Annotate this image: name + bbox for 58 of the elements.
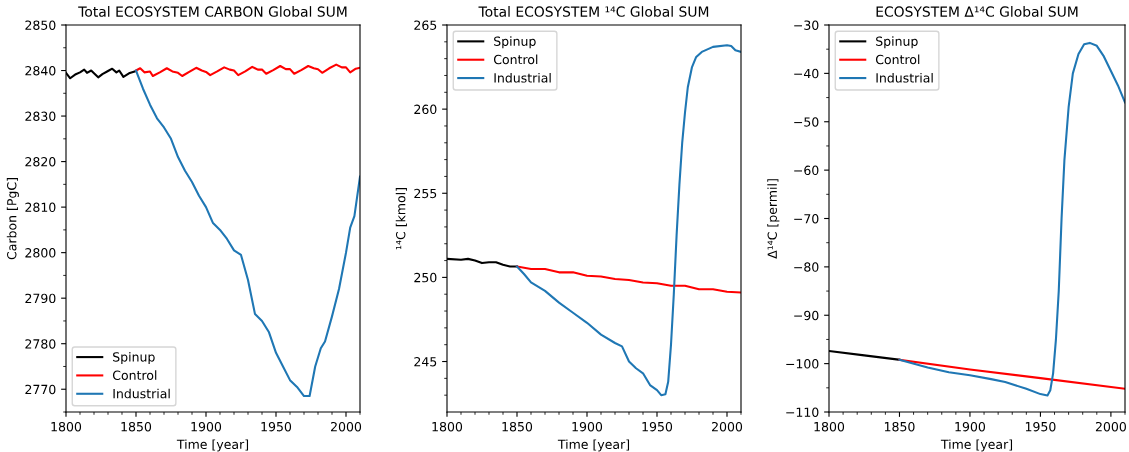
x-tick-label: 2000 — [331, 421, 362, 432]
x-tick-label: 1850 — [121, 421, 152, 432]
chart-title: Total ECOSYSTEM CARBON Global SUM — [78, 6, 347, 17]
y-tick-label: −40 — [794, 68, 819, 79]
x-axis-title: Time [year] — [176, 439, 249, 452]
x-tick-label: 1900 — [955, 421, 986, 432]
y-tick-label: 2770 — [25, 384, 56, 395]
x-axis-title: Time [year] — [557, 439, 630, 452]
legend-label: Industrial — [113, 388, 170, 399]
x-tick-label: 1900 — [191, 421, 222, 432]
x-tick-label: 1850 — [502, 421, 533, 432]
legend-label: Spinup — [876, 36, 918, 49]
x-tick-label: 1800 — [432, 421, 463, 432]
y-tick-label: 2840 — [25, 66, 56, 76]
line-series — [134, 63, 360, 78]
y-tick-label: −60 — [794, 165, 819, 176]
x-tick-label: 1800 — [51, 421, 82, 432]
y-tick-label: 2780 — [25, 339, 56, 349]
line-series — [515, 265, 741, 294]
y-tick-label: 245 — [414, 356, 437, 367]
y-tick-label: −70 — [794, 213, 819, 224]
y-tick-label: 2800 — [25, 248, 56, 258]
legend-label: Industrial — [876, 72, 933, 83]
legend-label: Control — [112, 370, 157, 380]
y-axis-title: ¹⁴C [kmol] — [395, 188, 407, 250]
y-tick-label: 255 — [414, 188, 437, 199]
y-axis-title: Carbon [PgC] — [6, 178, 19, 260]
legend-label: Industrial — [494, 72, 551, 83]
y-tick-label: 265 — [414, 20, 437, 30]
x-tick-label: 1950 — [642, 421, 673, 432]
chart-title: ECOSYSTEM Δ¹⁴C Global SUM — [876, 6, 1078, 17]
x-tick-label: 1850 — [884, 421, 915, 432]
legend-label: Spinup — [113, 351, 155, 365]
y-tick-label: 2810 — [25, 202, 56, 213]
x-tick-label: 1800 — [814, 421, 845, 432]
y-tick-label: −50 — [794, 117, 819, 127]
y-tick-label: 2820 — [25, 157, 56, 167]
x-axis-title: Time [year] — [940, 439, 1013, 452]
legend-label: Spinup — [494, 36, 536, 49]
y-tick-label: −80 — [794, 262, 819, 272]
y-tick-label: 2850 — [25, 20, 56, 30]
x-tick-label: 1950 — [261, 421, 292, 432]
legend-label: Control — [493, 54, 538, 65]
legend-label: Control — [875, 54, 920, 65]
y-tick-label: 250 — [414, 272, 437, 283]
chart-title: Total ECOSYSTEM ¹⁴C Global SUM — [478, 6, 709, 17]
x-tick-label: 2000 — [1095, 421, 1126, 432]
y-tick-label: −100 — [786, 359, 819, 369]
y-tick-label: −30 — [794, 20, 819, 30]
y-tick-label: 2790 — [25, 293, 56, 304]
y-tick-label: 260 — [414, 104, 437, 115]
y-tick-label: −110 — [786, 407, 819, 417]
x-tick-label: 2000 — [712, 421, 743, 432]
y-tick-label: 2830 — [25, 111, 56, 121]
y-tick-label: −90 — [794, 310, 819, 321]
x-tick-label: 1900 — [572, 421, 603, 432]
y-axis-title: Δ¹⁴C [permil] — [767, 179, 780, 259]
x-tick-label: 1950 — [1025, 421, 1056, 432]
